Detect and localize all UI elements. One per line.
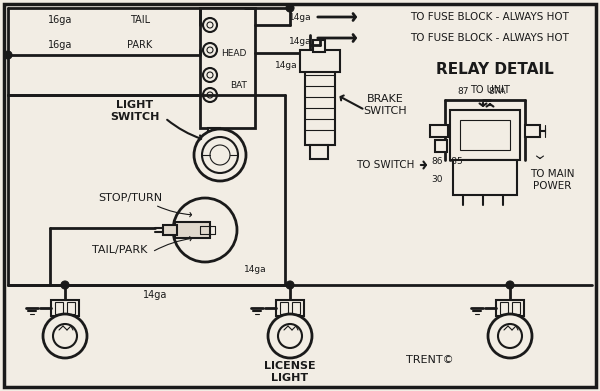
- Bar: [500, 302, 508, 314]
- Text: 16ga: 16ga: [48, 40, 72, 50]
- Bar: [284, 316, 296, 324]
- Circle shape: [202, 137, 238, 173]
- Text: 14ga: 14ga: [275, 61, 298, 70]
- Bar: [208, 128, 220, 148]
- Circle shape: [506, 281, 514, 289]
- Bar: [200, 8, 255, 128]
- Text: 14ga: 14ga: [244, 265, 266, 274]
- Circle shape: [278, 324, 302, 348]
- Text: 87A: 87A: [488, 88, 506, 97]
- Text: LICENSE
LIGHT: LICENSE LIGHT: [264, 361, 316, 383]
- Bar: [453, 160, 517, 195]
- Bar: [175, 222, 210, 238]
- Text: LIGHT
SWITCH: LIGHT SWITCH: [110, 100, 160, 122]
- Circle shape: [53, 324, 77, 348]
- Text: TO FUSE BLOCK - ALWAYS HOT: TO FUSE BLOCK - ALWAYS HOT: [410, 12, 569, 22]
- Text: TO FUSE BLOCK - ALWAYS HOT: TO FUSE BLOCK - ALWAYS HOT: [410, 33, 569, 43]
- Text: HEAD: HEAD: [221, 48, 247, 57]
- Circle shape: [268, 314, 312, 358]
- Circle shape: [43, 314, 87, 358]
- Text: TO UNIT: TO UNIT: [470, 85, 510, 95]
- Circle shape: [207, 92, 213, 98]
- Bar: [310, 145, 328, 159]
- Text: BAT: BAT: [230, 81, 247, 90]
- Circle shape: [207, 47, 213, 53]
- Text: 30: 30: [431, 176, 443, 185]
- Bar: [59, 316, 71, 324]
- Text: PARK: PARK: [127, 40, 152, 50]
- Text: TO SWITCH: TO SWITCH: [356, 160, 414, 170]
- Text: 86: 86: [431, 158, 443, 167]
- Circle shape: [4, 51, 12, 59]
- Text: 14ga: 14ga: [143, 290, 167, 300]
- Bar: [280, 302, 288, 314]
- Circle shape: [61, 281, 69, 289]
- Circle shape: [173, 198, 237, 262]
- Bar: [51, 300, 79, 316]
- Bar: [496, 300, 524, 316]
- Bar: [525, 125, 540, 137]
- Circle shape: [203, 88, 217, 102]
- Text: -85: -85: [449, 158, 464, 167]
- Circle shape: [203, 18, 217, 32]
- Circle shape: [210, 145, 230, 165]
- Circle shape: [488, 314, 532, 358]
- Bar: [292, 302, 300, 314]
- Bar: [313, 40, 325, 52]
- Bar: [504, 316, 516, 324]
- Bar: [450, 110, 520, 160]
- Bar: [276, 300, 304, 316]
- Text: 87: 87: [457, 88, 469, 97]
- Text: TRENT©: TRENT©: [406, 355, 454, 365]
- Text: 14ga: 14ga: [289, 38, 311, 47]
- Circle shape: [286, 4, 294, 12]
- Bar: [512, 302, 520, 314]
- Circle shape: [207, 72, 213, 78]
- Text: RELAY DETAIL: RELAY DETAIL: [436, 63, 554, 77]
- Circle shape: [203, 68, 217, 82]
- Text: 16ga: 16ga: [48, 15, 72, 25]
- Bar: [163, 225, 177, 235]
- Circle shape: [207, 22, 213, 28]
- Text: BRAKE
SWITCH: BRAKE SWITCH: [363, 94, 407, 116]
- Text: TAIL: TAIL: [130, 15, 150, 25]
- Text: STOP/TURN: STOP/TURN: [98, 193, 162, 203]
- Text: 14ga: 14ga: [289, 13, 311, 22]
- Text: TAIL/PARK: TAIL/PARK: [92, 245, 148, 255]
- Circle shape: [498, 324, 522, 348]
- Bar: [300, 50, 340, 72]
- Bar: [305, 70, 335, 145]
- Circle shape: [286, 281, 294, 289]
- Text: TO MAIN
POWER: TO MAIN POWER: [530, 169, 574, 191]
- Circle shape: [194, 129, 246, 181]
- Bar: [460, 120, 510, 150]
- Circle shape: [203, 43, 217, 57]
- Bar: [67, 302, 75, 314]
- Bar: [55, 302, 63, 314]
- Bar: [435, 140, 447, 152]
- Bar: [430, 125, 448, 137]
